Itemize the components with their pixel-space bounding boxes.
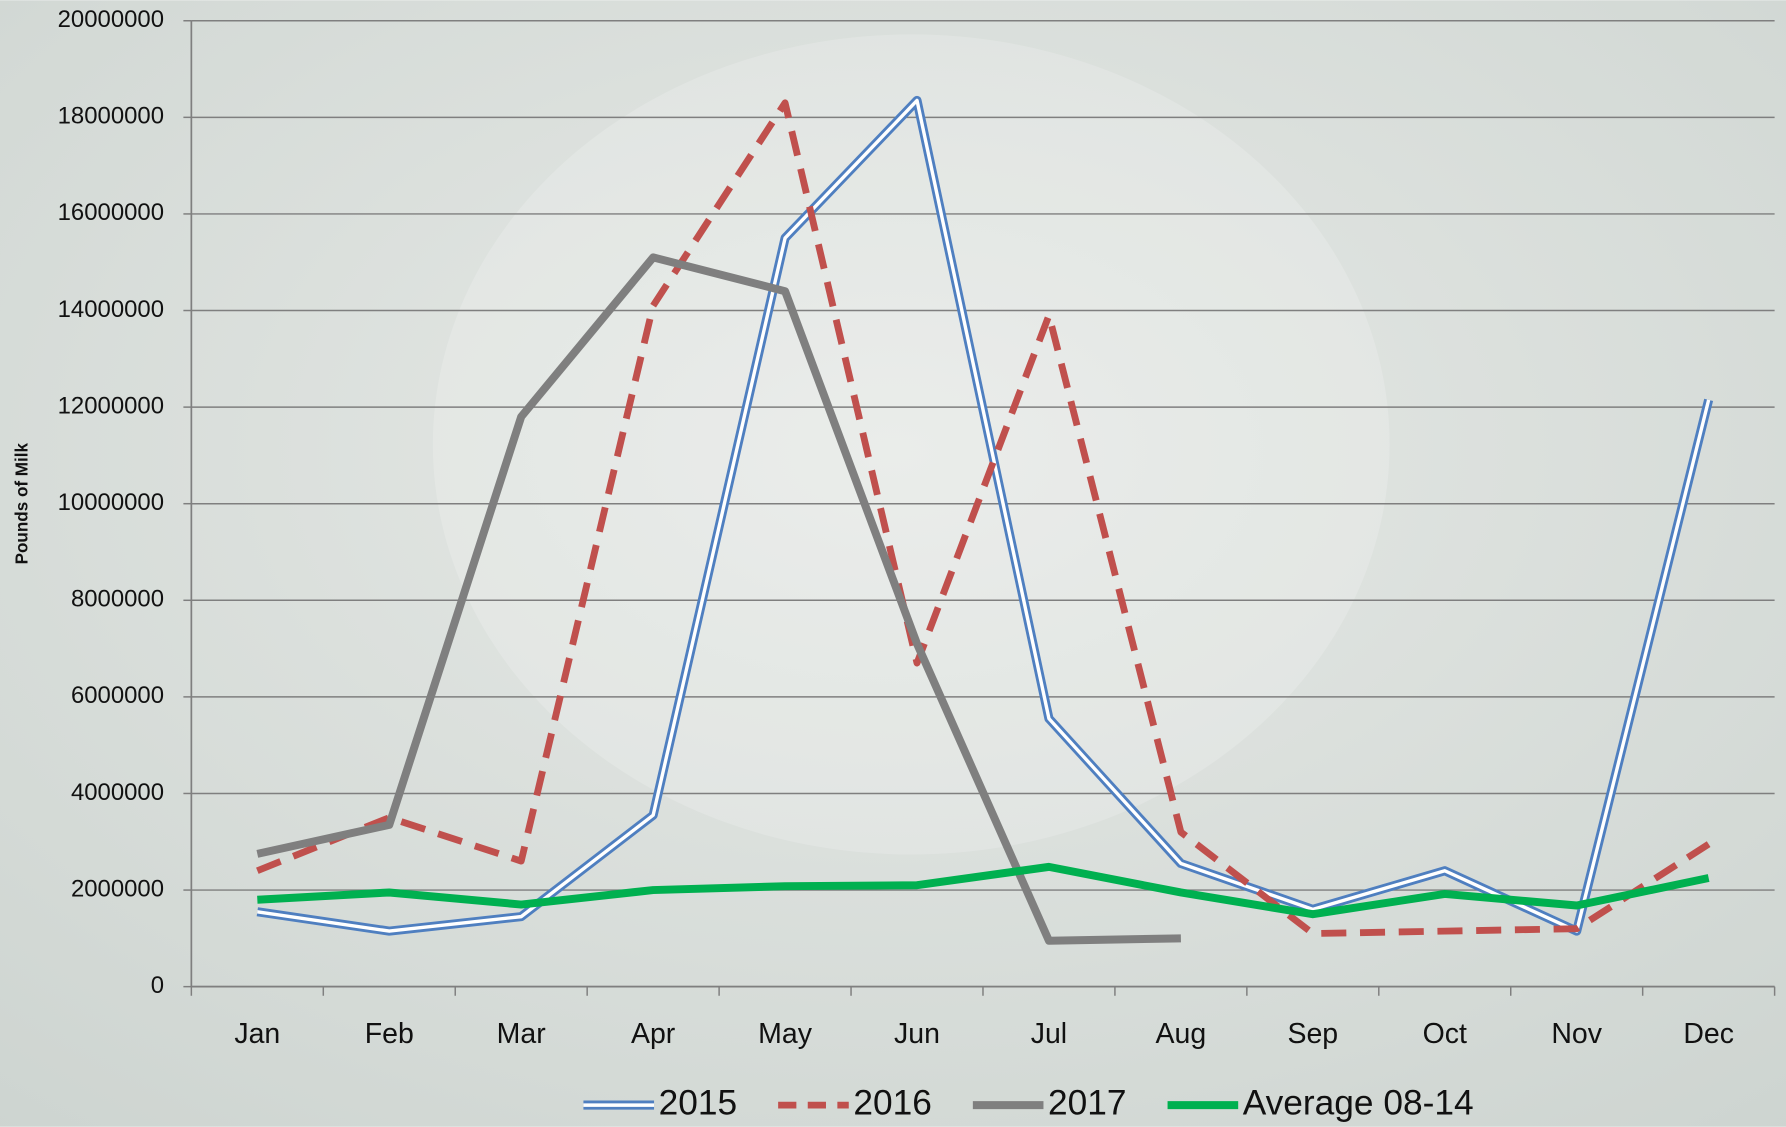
legend-label: 2016	[853, 1083, 932, 1122]
y-axis-label: Pounds of Milk	[12, 442, 31, 564]
x-tick-label: Nov	[1551, 1018, 1602, 1050]
y-tick-label: 6000000	[71, 682, 164, 709]
legend-label: 2017	[1048, 1083, 1127, 1122]
y-tick-label: 20000000	[58, 6, 164, 33]
y-tick-label: 10000000	[58, 489, 164, 516]
watermark	[432, 34, 1390, 855]
series-line-inner	[257, 98, 1711, 933]
y-tick-label: 12000000	[58, 392, 164, 419]
x-tick-label: May	[758, 1018, 813, 1050]
x-tick-label: Feb	[365, 1018, 414, 1050]
x-tick-label: Mar	[497, 1018, 546, 1050]
x-tick-label: Jan	[234, 1018, 280, 1050]
y-tick-label: 16000000	[58, 199, 164, 226]
series-line	[256, 253, 1181, 945]
y-tick-label: 0	[151, 972, 164, 999]
x-tick-label: Jul	[1031, 1018, 1067, 1050]
y-tick-label: 18000000	[58, 103, 164, 130]
series-line	[257, 862, 1710, 919]
y-tick-label: 14000000	[58, 296, 164, 323]
x-tick-label: Aug	[1156, 1018, 1207, 1050]
legend-label: Average 08-14	[1243, 1083, 1474, 1122]
x-tick-label: Dec	[1683, 1018, 1734, 1050]
x-tick-label: Oct	[1423, 1018, 1467, 1050]
x-tick-label: Sep	[1287, 1018, 1338, 1050]
legend-label: 2015	[659, 1083, 738, 1122]
x-tick-label: Jun	[894, 1018, 940, 1050]
y-tick-label: 2000000	[71, 875, 164, 902]
x-tick-label: Apr	[631, 1018, 675, 1050]
y-tick-label: 4000000	[71, 779, 164, 806]
y-tick-label: 8000000	[71, 586, 164, 613]
